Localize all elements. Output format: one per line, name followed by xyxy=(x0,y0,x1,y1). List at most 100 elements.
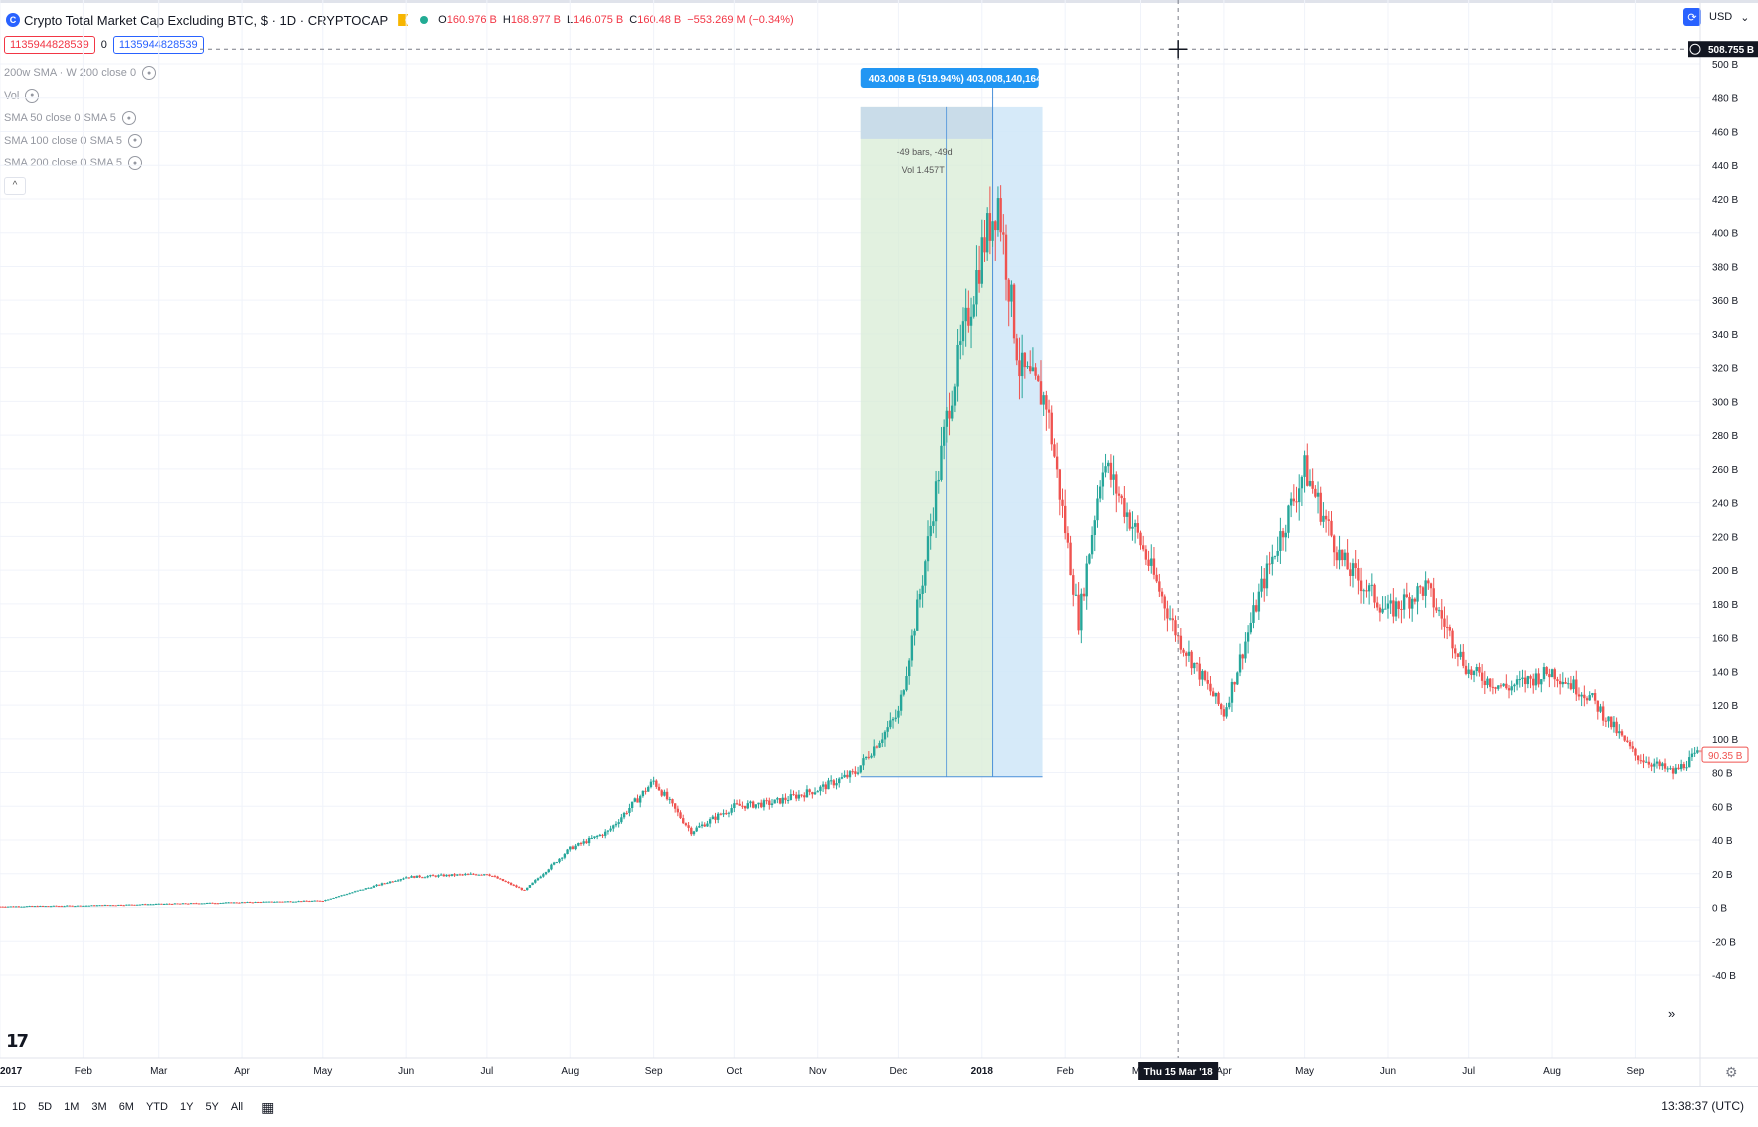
candle-body xyxy=(343,894,346,896)
candle-body xyxy=(1314,488,1317,497)
candle-body xyxy=(682,818,685,824)
candle-body xyxy=(1569,683,1573,690)
plus-icon[interactable] xyxy=(1689,43,1701,55)
candle-body xyxy=(364,888,368,890)
y-tick-label: 480 B xyxy=(1712,94,1738,105)
timeframe-1m[interactable]: 1M xyxy=(64,1101,80,1113)
candle-body xyxy=(1410,598,1414,609)
timeframe-ytd[interactable]: YTD xyxy=(145,1101,168,1113)
candle-body xyxy=(39,905,42,907)
eye-icon[interactable]: ● xyxy=(128,133,143,148)
candle-body xyxy=(203,903,206,905)
candle-body xyxy=(1050,412,1053,445)
candle-body xyxy=(940,445,943,480)
candle-body xyxy=(485,874,489,876)
candle-body xyxy=(1034,367,1037,376)
tradingview-logo-icon[interactable]: 17 xyxy=(6,1031,29,1052)
timeframe-5d[interactable]: 5D xyxy=(38,1101,53,1113)
indicator-item[interactable]: SMA 100 close 0 SMA 5 ● xyxy=(4,130,156,153)
candle-body xyxy=(878,742,881,748)
candle-body xyxy=(1389,600,1392,604)
gear-icon[interactable]: ⚙ xyxy=(1725,1064,1738,1080)
indicator-item[interactable]: 200w SMA · W 200 close 0 ● xyxy=(4,62,157,85)
candle-body xyxy=(1421,587,1425,596)
price-axis[interactable]: 500 B 480 B 460 B 440 B 420 B 400 B 380 B 360 B… xyxy=(1699,0,1749,1086)
candle-body xyxy=(1039,381,1043,405)
candle-body xyxy=(404,877,408,879)
candle-body xyxy=(1448,627,1452,631)
chevron-down-icon[interactable]: ⌄ xyxy=(1740,11,1750,24)
candle-body xyxy=(910,635,914,661)
candle-body xyxy=(829,780,833,782)
measurement-tool[interactable]: 403.008 B (519.94%) 403,008,140,164 -49 b… xyxy=(860,68,1043,778)
candle-body xyxy=(1634,748,1637,756)
y-tick-label: 140 B xyxy=(1712,667,1738,678)
candle-body xyxy=(606,830,610,832)
candle-body xyxy=(706,823,709,827)
candle-body xyxy=(482,874,486,876)
candle-body xyxy=(1351,563,1355,576)
candle-body xyxy=(604,831,607,836)
candle-body xyxy=(224,902,228,904)
candle-body xyxy=(1338,549,1341,561)
timeframe-3m[interactable]: 3M xyxy=(91,1101,107,1113)
candle-body xyxy=(636,798,639,803)
scroll-to-realtime-icon[interactable]: » xyxy=(1668,1006,1676,1021)
calendar-icon[interactable]: ▦ xyxy=(261,1098,275,1115)
candle-body xyxy=(1642,760,1645,763)
candle-body xyxy=(975,270,978,305)
candle-body xyxy=(297,901,300,903)
timeframe-6m[interactable]: 6M xyxy=(118,1101,134,1113)
candle-body xyxy=(609,828,612,831)
candle-body xyxy=(687,825,690,828)
indicator-item[interactable]: Vol ● xyxy=(4,85,156,108)
candle-body xyxy=(983,237,986,253)
candle-body xyxy=(466,874,470,876)
candle-body xyxy=(1023,352,1027,368)
candle-body xyxy=(1263,578,1266,589)
candle-body xyxy=(1163,596,1166,609)
eye-icon[interactable]: ● xyxy=(25,88,40,103)
eye-icon[interactable]: ● xyxy=(128,156,143,171)
symbol-title[interactable]: Crypto Total Market Cap Excluding BTC, $… xyxy=(24,12,389,28)
flag-icon[interactable] xyxy=(398,14,409,26)
candle-body xyxy=(867,756,871,758)
candle-body xyxy=(1123,498,1126,517)
candle-body xyxy=(1187,651,1191,656)
candle-body xyxy=(765,800,768,802)
candle-body xyxy=(1513,684,1516,687)
eye-icon[interactable]: ● xyxy=(121,111,136,126)
value-box-left[interactable]: 1135944828539 xyxy=(4,36,95,54)
price-chart[interactable]: 403.008 B (519.94%) 403,008,140,164 -49 b… xyxy=(0,0,1758,1086)
candle-body xyxy=(1690,753,1694,758)
indicator-item[interactable]: SMA 200 close 0 SMA 5 ● xyxy=(4,152,156,175)
candle-body xyxy=(547,869,550,873)
candle-body xyxy=(614,823,618,826)
timeframe-1d[interactable]: 1D xyxy=(12,1101,27,1113)
eye-icon[interactable]: ● xyxy=(142,66,157,81)
sync-icon[interactable]: ⟳ xyxy=(1683,8,1701,26)
timeframe-5y[interactable]: 5Y xyxy=(205,1101,219,1113)
candle-body xyxy=(14,906,18,908)
indicator-item[interactable]: SMA 50 close 0 SMA 5 ● xyxy=(4,107,156,130)
candle-body xyxy=(542,874,545,877)
candle-body xyxy=(453,874,456,876)
clock[interactable]: 13:38:37 (UTC) xyxy=(1661,1099,1744,1113)
candle-body xyxy=(918,593,922,600)
candle-body xyxy=(313,900,316,902)
timeframe-all[interactable]: All xyxy=(230,1101,244,1113)
candle-body xyxy=(980,237,984,284)
candle-body xyxy=(730,808,733,813)
candle-body xyxy=(1510,686,1513,691)
timeframe-1y[interactable]: 1Y xyxy=(179,1101,194,1113)
candle-body xyxy=(582,841,585,844)
time-axis[interactable]: 2017 Feb Mar Apr May Jun Jul Aug Sep Oct Nov Dec 201… xyxy=(0,1057,1758,1077)
candle-body xyxy=(781,797,784,804)
candle-body xyxy=(985,213,989,253)
candle-body xyxy=(1596,700,1599,712)
collapse-indicators-button[interactable]: ^ xyxy=(4,176,26,195)
candle-body xyxy=(827,780,830,790)
candle-body xyxy=(800,794,803,796)
currency-select[interactable]: USD xyxy=(1709,11,1733,23)
candle-body xyxy=(1349,569,1352,576)
